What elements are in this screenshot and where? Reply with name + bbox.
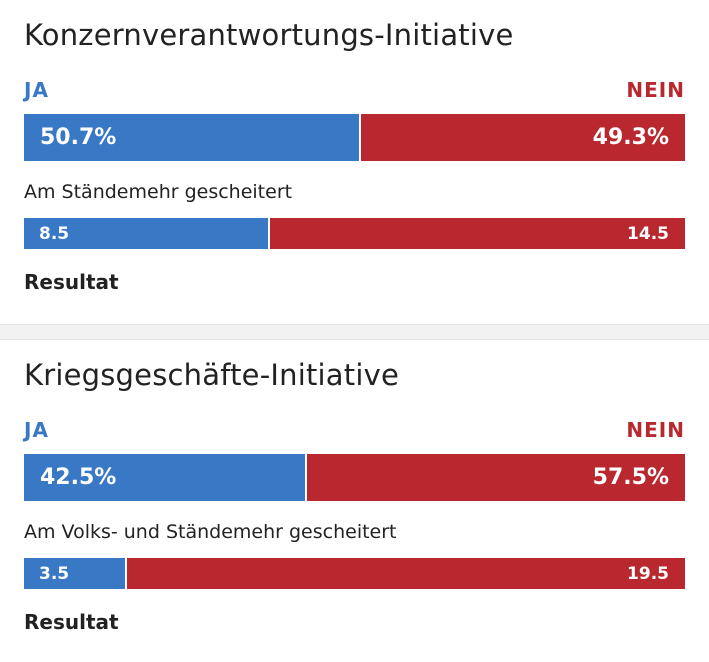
ja-cantons-segment: 8.5 — [24, 218, 269, 249]
vote-card-kriegsgeschaefte: Kriegsgeschäfte-Initiative JA NEIN 42.5%… — [0, 340, 709, 662]
ja-label: JA — [24, 78, 49, 102]
ja-percent-value: 42.5% — [40, 465, 117, 490]
section-divider — [0, 324, 709, 340]
result-link[interactable]: Resultat — [24, 270, 119, 294]
popular-vote-bar: 50.7% 49.3% — [24, 114, 685, 161]
ja-cantons-value: 8.5 — [39, 223, 70, 244]
nein-cantons-segment: 19.5 — [124, 558, 685, 589]
nein-cantons-segment: 14.5 — [268, 218, 685, 249]
popular-vote-bar: 42.5% 57.5% — [24, 454, 685, 501]
ja-percent-value: 50.7% — [40, 125, 117, 150]
nein-segment: 57.5% — [304, 454, 685, 501]
ja-segment: 42.5% — [24, 454, 305, 501]
ja-cantons-value: 3.5 — [39, 563, 70, 584]
vote-title: Kriegsgeschäfte-Initiative — [24, 358, 400, 392]
nein-percent-value: 49.3% — [592, 125, 669, 150]
nein-label: NEIN — [626, 78, 685, 102]
cantons-vote-bar: 3.5 19.5 — [24, 558, 685, 589]
ja-segment: 50.7% — [24, 114, 360, 161]
nein-segment: 49.3% — [359, 114, 685, 161]
vote-status: Am Ständemehr gescheitert — [24, 181, 293, 203]
vote-status: Am Volks- und Ständemehr gescheitert — [24, 521, 397, 543]
nein-label: NEIN — [626, 418, 685, 442]
cantons-vote-bar: 8.5 14.5 — [24, 218, 685, 249]
vote-card-konzernverantwortung: Konzernverantwortungs-Initiative JA NEIN… — [0, 0, 709, 324]
ja-cantons-segment: 3.5 — [24, 558, 125, 589]
nein-cantons-value: 14.5 — [627, 223, 669, 244]
ja-label: JA — [24, 418, 49, 442]
vote-title: Konzernverantwortungs-Initiative — [24, 18, 514, 52]
result-link[interactable]: Resultat — [24, 610, 119, 634]
nein-percent-value: 57.5% — [592, 465, 669, 490]
nein-cantons-value: 19.5 — [627, 563, 669, 584]
